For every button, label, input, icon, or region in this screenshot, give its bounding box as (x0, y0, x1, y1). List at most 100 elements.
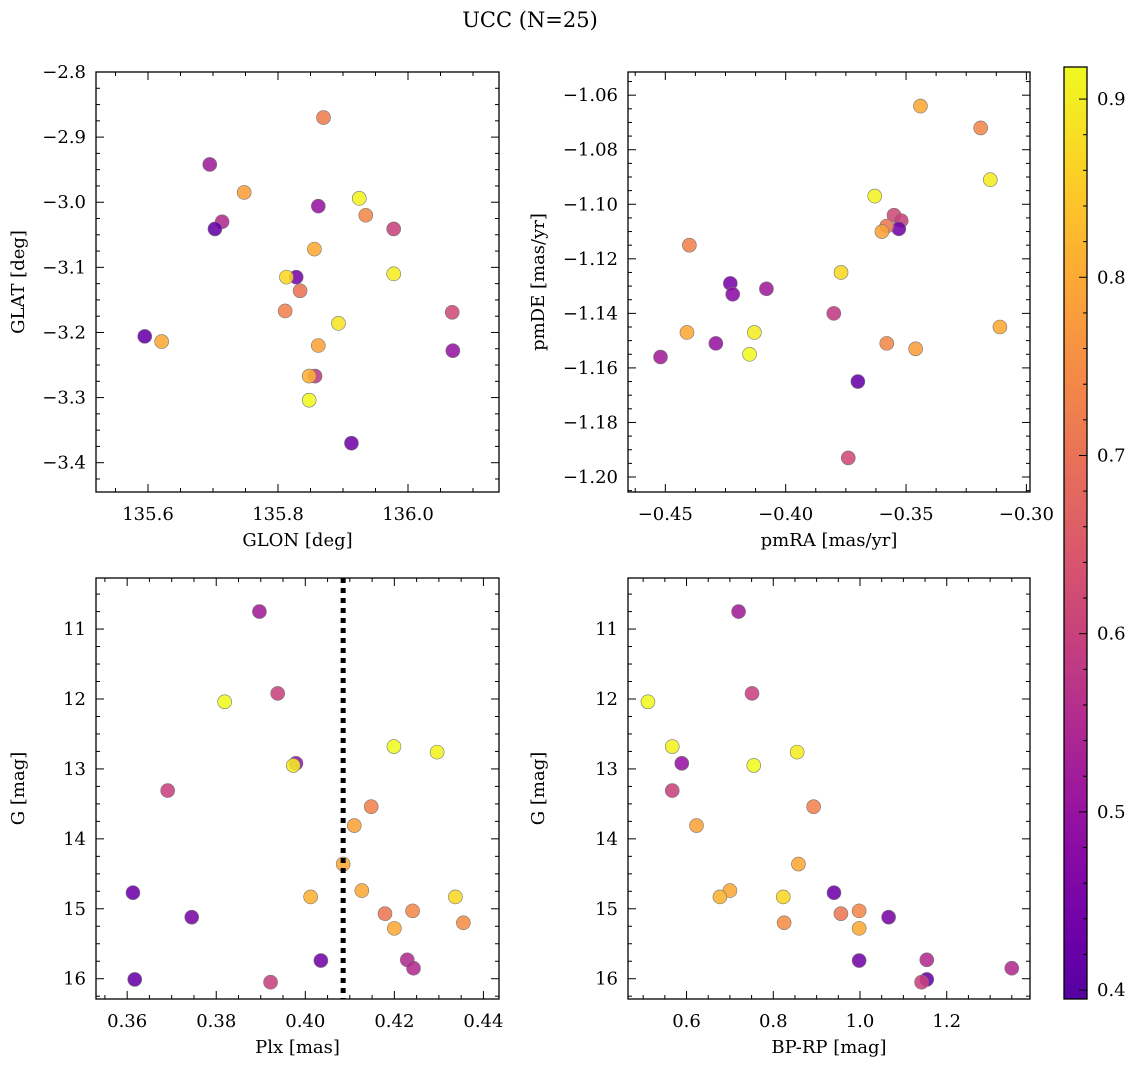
scatter-points (125, 604, 471, 990)
data-point (351, 191, 367, 206)
data-point (664, 739, 680, 754)
data-point (263, 974, 278, 990)
y-tick-label: −1.16 (563, 358, 618, 379)
figure-title: UCC (N=25) (462, 8, 598, 32)
x-tick-label: −0.35 (878, 504, 933, 525)
y-tick-label: 16 (595, 969, 618, 990)
x-tick-label: −0.40 (758, 504, 813, 525)
data-point (851, 953, 867, 968)
data-point (429, 744, 445, 760)
data-point (908, 341, 923, 357)
data-point (674, 756, 690, 771)
x-tick-label: 0.8 (759, 1011, 788, 1032)
data-point (331, 316, 346, 331)
data-point (270, 686, 285, 701)
data-point (303, 889, 318, 905)
data-point (919, 952, 935, 968)
data-point (313, 953, 329, 968)
data-point (346, 818, 362, 833)
panels: 135.6 135.8 136.0 −2.8 −2.9 −3.0 −3.1 −3.2 −3.3 −… (8, 62, 1054, 1058)
x-tick-label: 0.6 (672, 1011, 701, 1032)
x-tick-label: 0.40 (285, 1011, 325, 1032)
data-point (747, 325, 762, 340)
plot-area (95, 577, 500, 1000)
data-point (358, 207, 374, 223)
data-point (279, 269, 294, 285)
data-point (833, 265, 849, 280)
data-point (236, 185, 252, 200)
data-point (160, 783, 175, 798)
y-tick-label: −1.18 (563, 412, 618, 433)
data-point (914, 974, 929, 990)
data-point (405, 903, 420, 919)
y-tick-label: −3.1 (42, 257, 86, 278)
y-axis-label: G [mag] (528, 752, 549, 825)
x-axis-label: BP-RP [mag] (771, 1037, 886, 1058)
data-point (445, 343, 461, 358)
data-point (217, 694, 232, 710)
y-tick-label: −3.3 (42, 388, 86, 409)
data-point (310, 338, 326, 353)
data-point (456, 915, 471, 931)
data-point (448, 889, 463, 905)
colorbar-tick-label: 0.7 (1097, 445, 1126, 466)
data-point (826, 306, 842, 321)
colorbar-tick-label: 0.9 (1097, 89, 1126, 110)
colorbar-tick-label: 0.4 (1097, 980, 1126, 1001)
y-tick-label: −1.10 (563, 194, 618, 215)
y-tick-label: −2.8 (42, 62, 86, 83)
x-axis-label: pmRA [mas/yr] (761, 530, 898, 551)
y-tick-label: −1.12 (563, 249, 618, 270)
y-tick-label: 13 (595, 759, 618, 780)
data-point (377, 906, 393, 921)
data-point (742, 346, 757, 362)
y-axis-label: G [mag] (8, 752, 29, 825)
data-point (712, 889, 728, 905)
colorbar-tick-label: 0.8 (1097, 267, 1126, 288)
x-axis-label: Plx [mas] (255, 1037, 340, 1058)
data-point (154, 334, 169, 349)
data-point (277, 303, 293, 319)
y-tick-label: −2.9 (42, 127, 86, 148)
data-point (913, 98, 928, 114)
data-point (444, 304, 460, 320)
data-point (664, 783, 680, 798)
data-point (851, 903, 867, 919)
y-tick-label: 16 (63, 969, 86, 990)
data-point (386, 266, 402, 282)
x-tick-label: 135.6 (122, 504, 174, 525)
x-tick-label: 0.38 (196, 1011, 236, 1032)
y-tick-label: 12 (595, 689, 618, 710)
data-point (789, 744, 805, 760)
scatter-points (640, 604, 1020, 990)
panel-1: 135.6 135.8 136.0 −2.8 −2.9 −3.0 −3.1 −3.2 −3.3 −… (8, 62, 500, 551)
x-tick-label: 135.8 (252, 504, 304, 525)
data-point (285, 758, 301, 773)
y-tick-label: 11 (63, 619, 86, 640)
data-point (307, 241, 322, 257)
data-point (851, 921, 867, 936)
data-point (137, 329, 153, 344)
y-tick-label: −3.2 (42, 322, 86, 343)
y-tick-label: −1.20 (563, 467, 618, 488)
data-point (1004, 960, 1020, 976)
y-tick-label: −1.14 (563, 303, 618, 324)
y-tick-label: 15 (63, 899, 86, 920)
panel-2: −0.45 −0.40 −0.35 −0.30 −1.06 −1.08 −1.10 −1.12… (528, 71, 1054, 551)
data-point (679, 325, 695, 340)
x-tick-label: −0.45 (638, 504, 693, 525)
data-point (759, 281, 774, 297)
x-tick-label: 0.44 (463, 1011, 503, 1032)
colorbar-tick-label: 0.5 (1097, 802, 1126, 823)
data-point (653, 349, 668, 365)
y-tick-label: 14 (595, 829, 618, 850)
data-point (292, 283, 308, 299)
data-point (386, 221, 402, 237)
y-tick-label: 13 (63, 759, 86, 780)
data-point (776, 915, 792, 931)
data-point (125, 885, 141, 901)
data-point (202, 157, 218, 172)
y-tick-label: −1.06 (563, 85, 618, 106)
x-tick-label: 1.2 (932, 1011, 961, 1032)
